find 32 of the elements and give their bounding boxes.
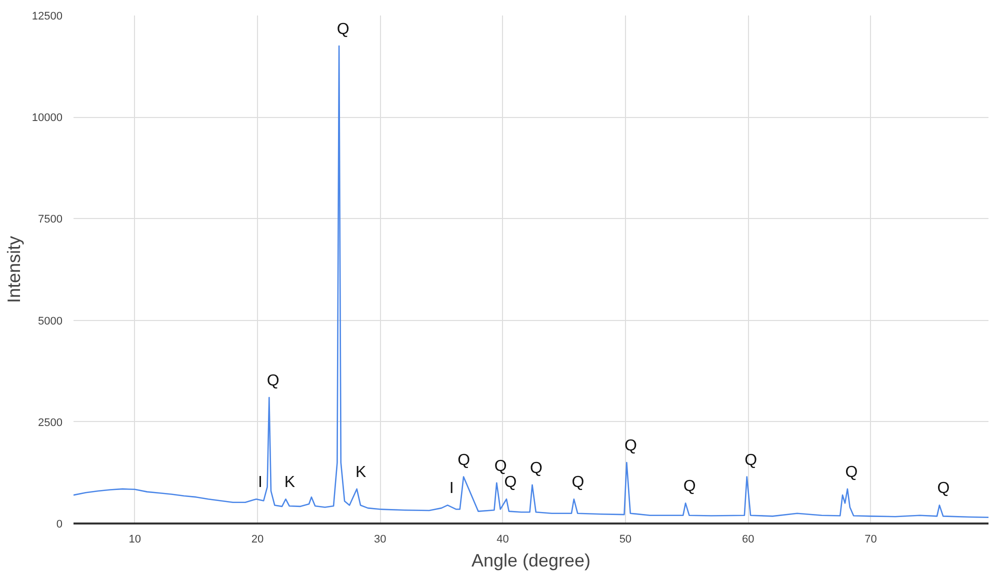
annotation: K (284, 474, 296, 492)
annotation: Q (845, 464, 858, 481)
x-tick-label: 40 (496, 534, 509, 546)
annotation: Q (336, 20, 350, 38)
x-tick-label: 60 (742, 534, 754, 546)
x-tick-label: 20 (251, 534, 264, 546)
annotation: Q (266, 372, 280, 390)
y-axis-title: Intensity (4, 236, 24, 304)
x-tick-label: 50 (619, 534, 632, 546)
y-tick-label: 7500 (38, 214, 63, 226)
annotation: K (355, 464, 366, 481)
annotation: Q (504, 474, 517, 492)
annotation: Q (683, 478, 696, 496)
annotation: Q (624, 438, 637, 455)
annotation: Q (530, 460, 542, 477)
annotation: Q (572, 474, 584, 492)
line-series (74, 45, 988, 518)
x-tick-label: 70 (864, 534, 877, 546)
x-tick-label: 10 (128, 534, 141, 546)
y-tick-label: 10000 (32, 112, 63, 124)
x-axis-title: Angle (degree) (471, 550, 591, 570)
annotation: Q (494, 458, 507, 475)
y-tick-label: 2500 (38, 416, 63, 429)
annotation: Q (458, 452, 470, 469)
y-tick-label: 0 (56, 518, 63, 530)
annotation: Q (937, 480, 950, 498)
annotation: I (449, 480, 454, 498)
y-tick-label: 5000 (38, 315, 63, 328)
y-tick-label: 12500 (32, 10, 63, 22)
annotation: I (258, 474, 262, 492)
x-tick-label: 30 (374, 534, 386, 546)
annotation: Q (744, 452, 758, 469)
